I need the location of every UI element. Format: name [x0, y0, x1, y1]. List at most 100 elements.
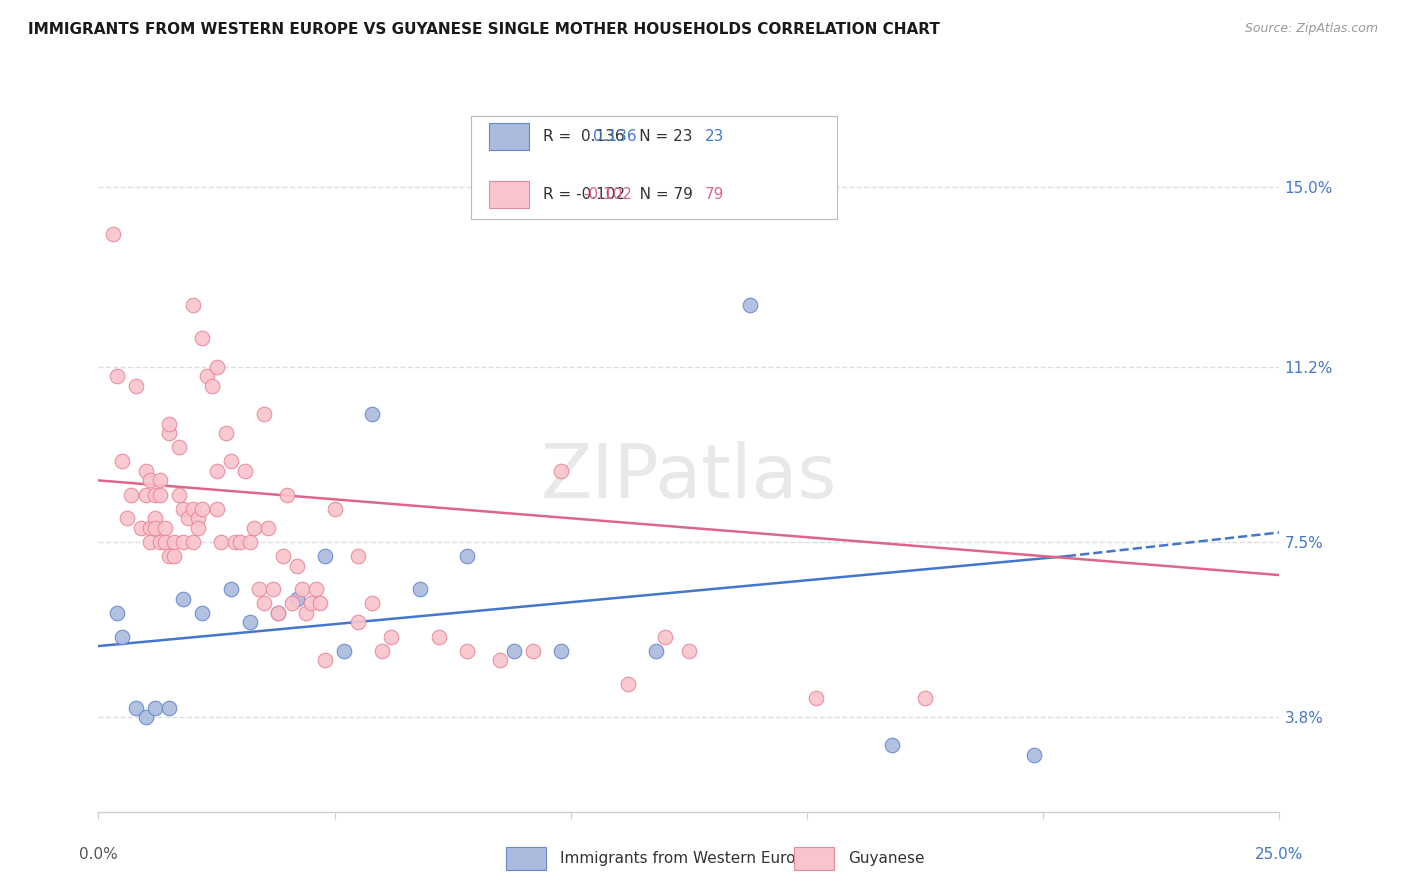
Point	[285, 558, 308, 573]
Point	[191, 501, 214, 516]
Point	[101, 227, 124, 242]
Point	[187, 521, 209, 535]
Point	[644, 644, 666, 658]
Point	[157, 426, 180, 441]
Point	[143, 511, 166, 525]
Point	[149, 487, 172, 501]
Text: IMMIGRANTS FROM WESTERN EUROPE VS GUYANESE SINGLE MOTHER HOUSEHOLDS CORRELATION : IMMIGRANTS FROM WESTERN EUROPE VS GUYANE…	[28, 22, 941, 37]
Point	[105, 369, 128, 384]
Point	[149, 474, 172, 488]
Point	[229, 535, 252, 549]
Point	[1022, 747, 1045, 762]
Point	[456, 549, 478, 563]
Point	[281, 597, 304, 611]
Point	[163, 549, 186, 563]
Point	[253, 407, 276, 421]
Point	[456, 644, 478, 658]
Text: R =  0.136   N = 23: R = 0.136 N = 23	[543, 129, 692, 144]
Point	[139, 474, 162, 488]
Point	[347, 615, 370, 630]
Point	[323, 501, 346, 516]
Point	[209, 535, 232, 549]
Point	[239, 535, 262, 549]
Point	[253, 597, 276, 611]
Point	[239, 615, 262, 630]
Point	[125, 378, 148, 392]
Point	[143, 487, 166, 501]
Point	[191, 331, 214, 345]
Point	[224, 535, 246, 549]
Text: Guyanese: Guyanese	[848, 851, 924, 866]
Point	[299, 597, 322, 611]
Text: ZIPatlas: ZIPatlas	[541, 442, 837, 515]
Point	[740, 298, 762, 312]
Point	[115, 511, 138, 525]
Point	[201, 378, 224, 392]
Point	[309, 597, 332, 611]
Point	[295, 606, 318, 620]
Point	[163, 535, 186, 549]
Point	[371, 644, 394, 658]
Point	[215, 426, 238, 441]
Text: -0.102: -0.102	[583, 187, 633, 202]
Point	[550, 464, 572, 478]
Point	[616, 677, 638, 691]
Point	[125, 700, 148, 714]
Point	[247, 582, 270, 597]
Point	[276, 487, 298, 501]
Text: 25.0%: 25.0%	[1256, 847, 1303, 863]
Point	[262, 582, 284, 597]
Point	[205, 464, 228, 478]
Point	[205, 501, 228, 516]
Point	[135, 487, 157, 501]
Point	[361, 597, 384, 611]
Point	[233, 464, 256, 478]
Point	[135, 710, 157, 724]
Text: 79: 79	[704, 187, 724, 202]
Point	[135, 464, 157, 478]
Point	[181, 298, 204, 312]
Text: Source: ZipAtlas.com: Source: ZipAtlas.com	[1244, 22, 1378, 36]
Point	[880, 739, 903, 753]
Point	[149, 535, 172, 549]
Point	[143, 521, 166, 535]
Point	[243, 521, 266, 535]
Point	[172, 591, 194, 606]
Text: R = -0.102   N = 79: R = -0.102 N = 79	[543, 187, 693, 202]
Point	[121, 487, 143, 501]
Point	[285, 591, 308, 606]
Text: 0.136: 0.136	[593, 129, 637, 144]
Point	[181, 535, 204, 549]
Point	[139, 521, 162, 535]
Point	[129, 521, 152, 535]
Point	[187, 511, 209, 525]
Point	[361, 407, 384, 421]
Point	[678, 644, 700, 658]
Text: 23: 23	[704, 129, 724, 144]
Point	[271, 549, 294, 563]
Point	[380, 630, 402, 644]
Point	[427, 630, 450, 644]
Point	[111, 630, 134, 644]
Point	[205, 359, 228, 374]
Point	[157, 700, 180, 714]
Point	[195, 369, 218, 384]
Text: 0.0%: 0.0%	[79, 847, 118, 863]
Point	[267, 606, 290, 620]
Point	[522, 644, 544, 658]
Point	[157, 417, 180, 431]
Point	[181, 501, 204, 516]
Point	[503, 644, 526, 658]
Point	[347, 549, 370, 563]
Point	[191, 606, 214, 620]
Point	[153, 521, 176, 535]
Point	[105, 606, 128, 620]
Point	[167, 487, 190, 501]
Point	[806, 691, 828, 706]
Point	[219, 582, 242, 597]
Point	[314, 653, 336, 667]
Point	[143, 700, 166, 714]
Point	[153, 535, 176, 549]
Point	[172, 535, 194, 549]
Point	[139, 535, 162, 549]
